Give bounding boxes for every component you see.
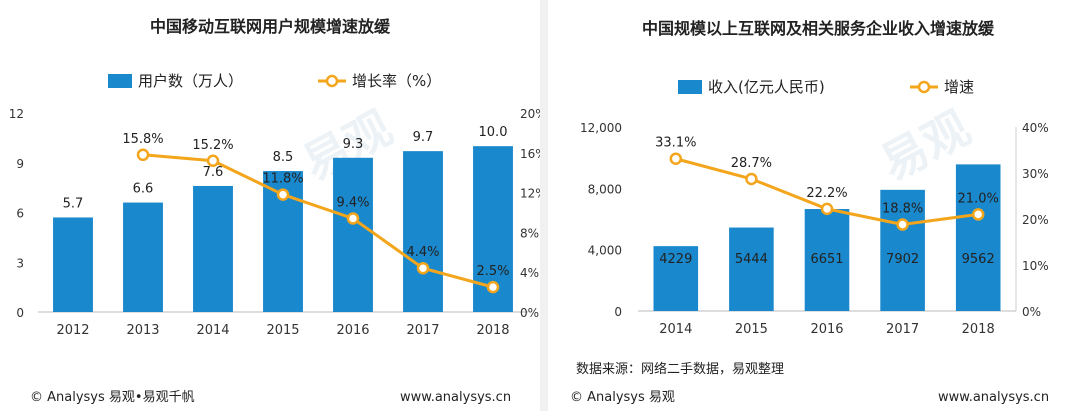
bar-value-label: 8.5 [273,150,294,165]
growth-line [142,153,494,289]
y-right-tick-label: 20% [520,107,540,121]
legend-bar-swatch [678,80,702,94]
footer-copyright: © Analysys 易观 [570,390,675,405]
right-chart-panel: 易观 中国规模以上互联网及相关服务企业收入增速放缓 收入(亿元人民币) 增速 0 4,0… [548,0,1080,411]
y-right-tick-label: 0% [520,306,539,320]
bar-value-label: 6.6 [133,182,154,197]
y-left-tick-label: 4,000 [588,244,622,258]
legend-line-marker [325,74,339,88]
line-point [669,152,683,165]
line-value-label: 15.8% [122,132,163,147]
line-point [486,280,500,294]
y-right-tick-label: 20% [1022,213,1049,227]
bar-value-label: 9.3 [343,137,364,152]
x-tick-label: 2014 [196,323,229,338]
bar-value-label: 5.7 [63,196,84,211]
left-chart-panel: 易观 中国移动互联网用户规模增速放缓 用户数（万人） 增长率（%） 0 3 6 9 12 0% 4… [9,17,540,405]
bar [729,227,774,311]
bar [653,246,699,311]
bar [53,217,93,312]
x-tick-label: 2016 [336,323,369,338]
line-value-label: 15.2% [192,138,233,153]
footer-website: www.analysys.cn [938,390,1050,405]
y-left-tick-label: 6 [16,207,24,221]
line-point [136,148,150,162]
bar [123,202,163,312]
line-value-label: 33.1% [655,136,696,151]
panel-divider [540,0,548,411]
bar-value-label: 9562 [962,252,995,267]
x-tick-label: 2014 [659,322,692,337]
y-left-tick-label: 12 [9,107,24,121]
line-point [896,218,909,231]
line-point [416,261,430,275]
bar [880,189,925,311]
line-point [346,212,360,225]
x-tick-label: 2015 [735,322,768,337]
x-tick-label: 2018 [962,322,995,337]
y-right-tick-label: 40% [1022,121,1049,135]
bar-value-label: 5444 [735,252,768,267]
bar [193,185,233,312]
y-left-tick-label: 0 [16,306,24,320]
line-value-label: 28.7% [731,156,772,171]
y-left-tick-label: 8,000 [588,182,622,196]
line-value-label: 11.8% [262,172,303,187]
y-left-tick-label: 12,000 [580,121,622,135]
footer-copyright: © Analysys 易观•易观千帆 [30,390,195,405]
x-tick-label: 2013 [126,323,159,338]
y-right-tick-label: 8% [520,226,539,240]
bar-value-label: 7902 [886,252,919,267]
bar-value-label: 10.0 [479,125,508,140]
bar [955,164,1001,311]
bar-value-label: 6651 [810,252,843,267]
bar-value-label: 4229 [659,252,692,267]
y-left-tick-label: 0 [614,305,622,319]
x-tick-label: 2016 [810,322,843,337]
x-tick-label: 2015 [266,323,299,338]
y-right-tick-label: 16% [520,147,540,161]
line-value-label: 22.2% [806,186,847,201]
legend-line-label: 增速 [944,78,974,96]
x-tick-label: 2018 [476,323,509,338]
line-point [971,208,985,221]
x-tick-label: 2012 [56,323,89,338]
bar-value-label: 7.6 [203,165,224,180]
bar-value-label: 9.7 [413,130,434,145]
line-point [276,188,290,201]
footer-website: www.analysys.cn [400,390,512,405]
line-point [820,202,834,216]
line-value-label: 2.5% [476,264,509,279]
line-value-label: 21.0% [958,191,999,206]
chart-title: 中国移动互联网用户规模增速放缓 [150,17,391,36]
line-value-label: 18.8% [882,202,923,217]
line-point [745,172,758,186]
bar [333,157,373,312]
legend-line-marker [917,80,931,94]
bar [804,209,850,311]
line-value-label: 9.4% [336,195,369,210]
chart-title: 中国规模以上互联网及相关服务企业收入增速放缓 [642,19,995,38]
x-tick-label: 2017 [406,323,439,338]
y-left-tick-label: 3 [16,256,24,270]
y-right-tick-label: 4% [520,266,539,280]
y-left-tick-label: 9 [16,157,24,171]
y-right-tick-label: 10% [1022,259,1049,273]
y-right-tick-label: 0% [1022,305,1041,319]
line-point [206,154,220,168]
y-right-tick-label: 30% [1022,167,1049,181]
legend-bar-label: 用户数（万人） [138,72,243,90]
y-right-tick-label: 12% [520,187,540,201]
x-tick-label: 2017 [886,322,919,337]
data-source-note: 数据来源：网络二手数据，易观整理 [576,362,785,377]
legend-bar-swatch [108,74,132,88]
legend-bar-label: 收入(亿元人民币) [708,78,825,96]
line-value-label: 4.4% [406,245,439,260]
legend-line-label: 增长率（%） [352,72,441,90]
bar [403,151,443,312]
